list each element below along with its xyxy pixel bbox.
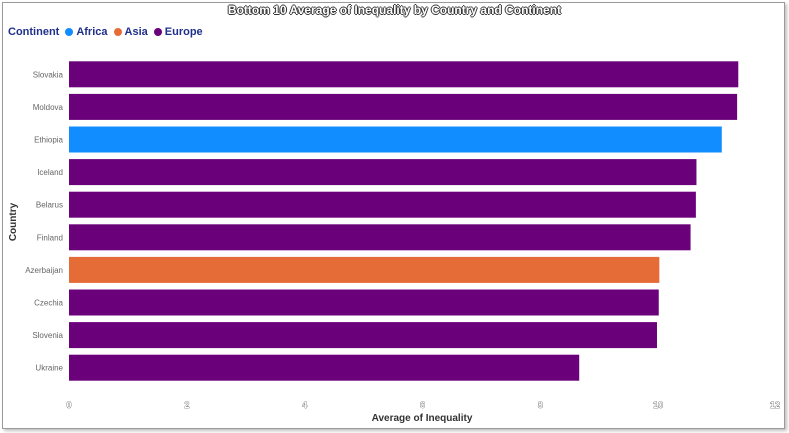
x-tick-label: 12 — [770, 400, 780, 410]
x-tick-label: 2 — [184, 400, 189, 410]
bar-iceland[interactable] — [69, 159, 697, 186]
bars-group — [69, 61, 739, 381]
category-label: Iceland — [37, 168, 63, 177]
y-axis-title: Country — [8, 202, 19, 241]
category-label: Ukraine — [35, 364, 63, 373]
bar-azerbaijan[interactable] — [69, 256, 660, 283]
bar-ethiopia[interactable] — [69, 126, 722, 153]
legend-title: Continent — [8, 26, 60, 38]
legend-marker-africa — [65, 28, 74, 36]
x-axis-ticks: 0 2 4 6 8 10 12 — [66, 400, 780, 411]
x-tick-label: 0 — [66, 400, 71, 410]
category-label: Moldova — [33, 103, 64, 112]
legend-item-europe[interactable]: Europe — [153, 26, 203, 38]
legend: Continent Africa Asia Europe — [8, 26, 203, 38]
category-label: Ethiopia — [34, 136, 63, 145]
x-tick-label: 4 — [302, 400, 307, 410]
legend-label-africa: Africa — [76, 26, 108, 38]
category-label: Slovakia — [33, 70, 64, 79]
x-tick-label: 6 — [420, 400, 425, 410]
category-label: Belarus — [36, 201, 63, 210]
category-label: Czechia — [34, 299, 63, 308]
bar-moldova[interactable] — [69, 93, 738, 120]
category-labels: Slovakia Moldova Ethiopia Iceland Belarus Fin… — [25, 70, 63, 372]
x-tick-label: 8 — [538, 400, 543, 410]
legend-label-asia: Asia — [124, 26, 148, 38]
bar-czechia[interactable] — [69, 289, 659, 316]
bar-belarus[interactable] — [69, 191, 696, 218]
legend-marker-europe — [153, 28, 162, 36]
chart-title: Bottom 10 Average of Inequality by Count… — [227, 3, 562, 17]
bar-slovakia[interactable] — [69, 61, 739, 88]
category-label: Slovenia — [32, 331, 63, 340]
category-label: Finland — [37, 233, 63, 242]
x-axis-title: Average of Inequality — [372, 413, 473, 424]
legend-item-africa[interactable]: Africa — [65, 26, 108, 38]
category-label: Azerbaijan — [25, 266, 63, 275]
bar-slovenia[interactable] — [69, 322, 657, 349]
x-tick-label: 10 — [653, 400, 663, 410]
legend-item-asia[interactable]: Asia — [113, 26, 148, 38]
bar-ukraine[interactable] — [69, 354, 580, 381]
legend-label-europe: Europe — [164, 26, 203, 38]
bar-finland[interactable] — [69, 224, 691, 251]
legend-marker-asia — [113, 28, 122, 36]
